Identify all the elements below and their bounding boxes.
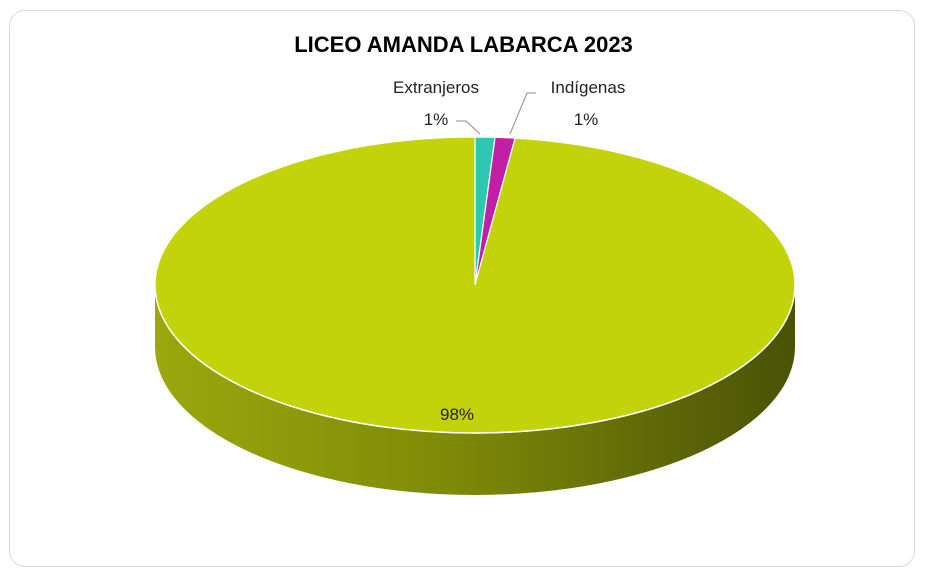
pie-rim [154,284,796,434]
chart-title: LICEO AMANDA LABARCA 2023 [294,32,633,57]
slice-value-extranjeros: 1% [424,110,449,129]
leader-line-extranjeros [456,120,481,135]
leader-line-indigenas [509,92,536,135]
pie-side-wall-shape [155,285,795,495]
slice-value-main: 98% [440,405,474,424]
slice-label-indigenas: Indígenas [551,78,626,97]
pie-slices [154,136,796,434]
slice-label-extranjeros: Extranjeros [393,78,479,97]
pie-slice-main [154,136,796,434]
leader-lines [456,92,536,135]
slice-value-indigenas: 1% [574,110,599,129]
pie-side-wall [155,285,795,495]
